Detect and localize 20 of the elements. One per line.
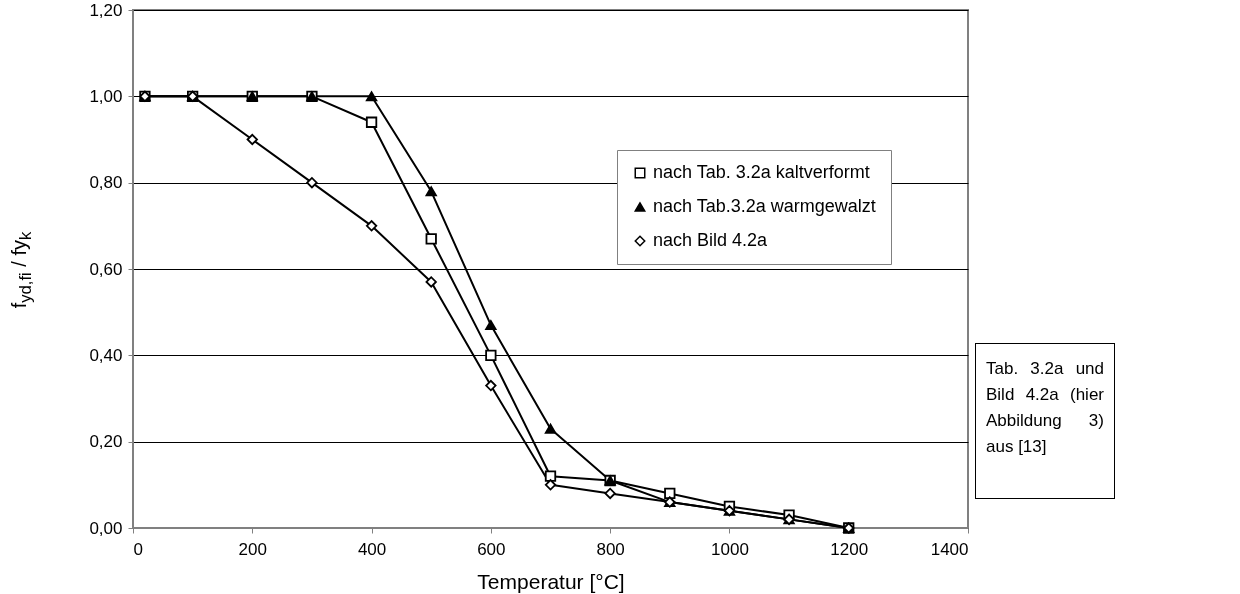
y-tick-label: 0,80 [89,173,123,193]
x-tick-label: 800 [596,539,625,559]
y-tick-label: 1,20 [89,0,123,20]
y-tick-label: 1,00 [89,86,123,106]
x-tick-label: 600 [477,539,506,559]
x-tick-label: 1000 [711,539,749,559]
legend-label: nach Tab.3.2a warmgewalzt [653,196,876,216]
legend-label: nach Bild 4.2a [653,230,769,250]
x-tick-label: 1200 [830,539,869,559]
y-tick-label: 0,00 [89,518,123,538]
x-tick-label: 400 [357,539,387,559]
y-tick-label: 0,40 [89,345,123,365]
x-tick-label: 0 [133,539,143,559]
caption: Tab. 3.2a und Bild 4.2a (hier Abbildung 3) aus [13] [975,343,1115,499]
legend-label: nach Tab. 3.2a kaltverformt [653,162,870,182]
x-tick-label: 1400 [930,539,969,559]
x-axis-title: Temperatur [°C] [477,569,625,593]
y-tick-label: 0,20 [89,432,123,452]
y-tick-label: 0,60 [89,259,123,279]
x-tick-label: 200 [238,539,267,559]
